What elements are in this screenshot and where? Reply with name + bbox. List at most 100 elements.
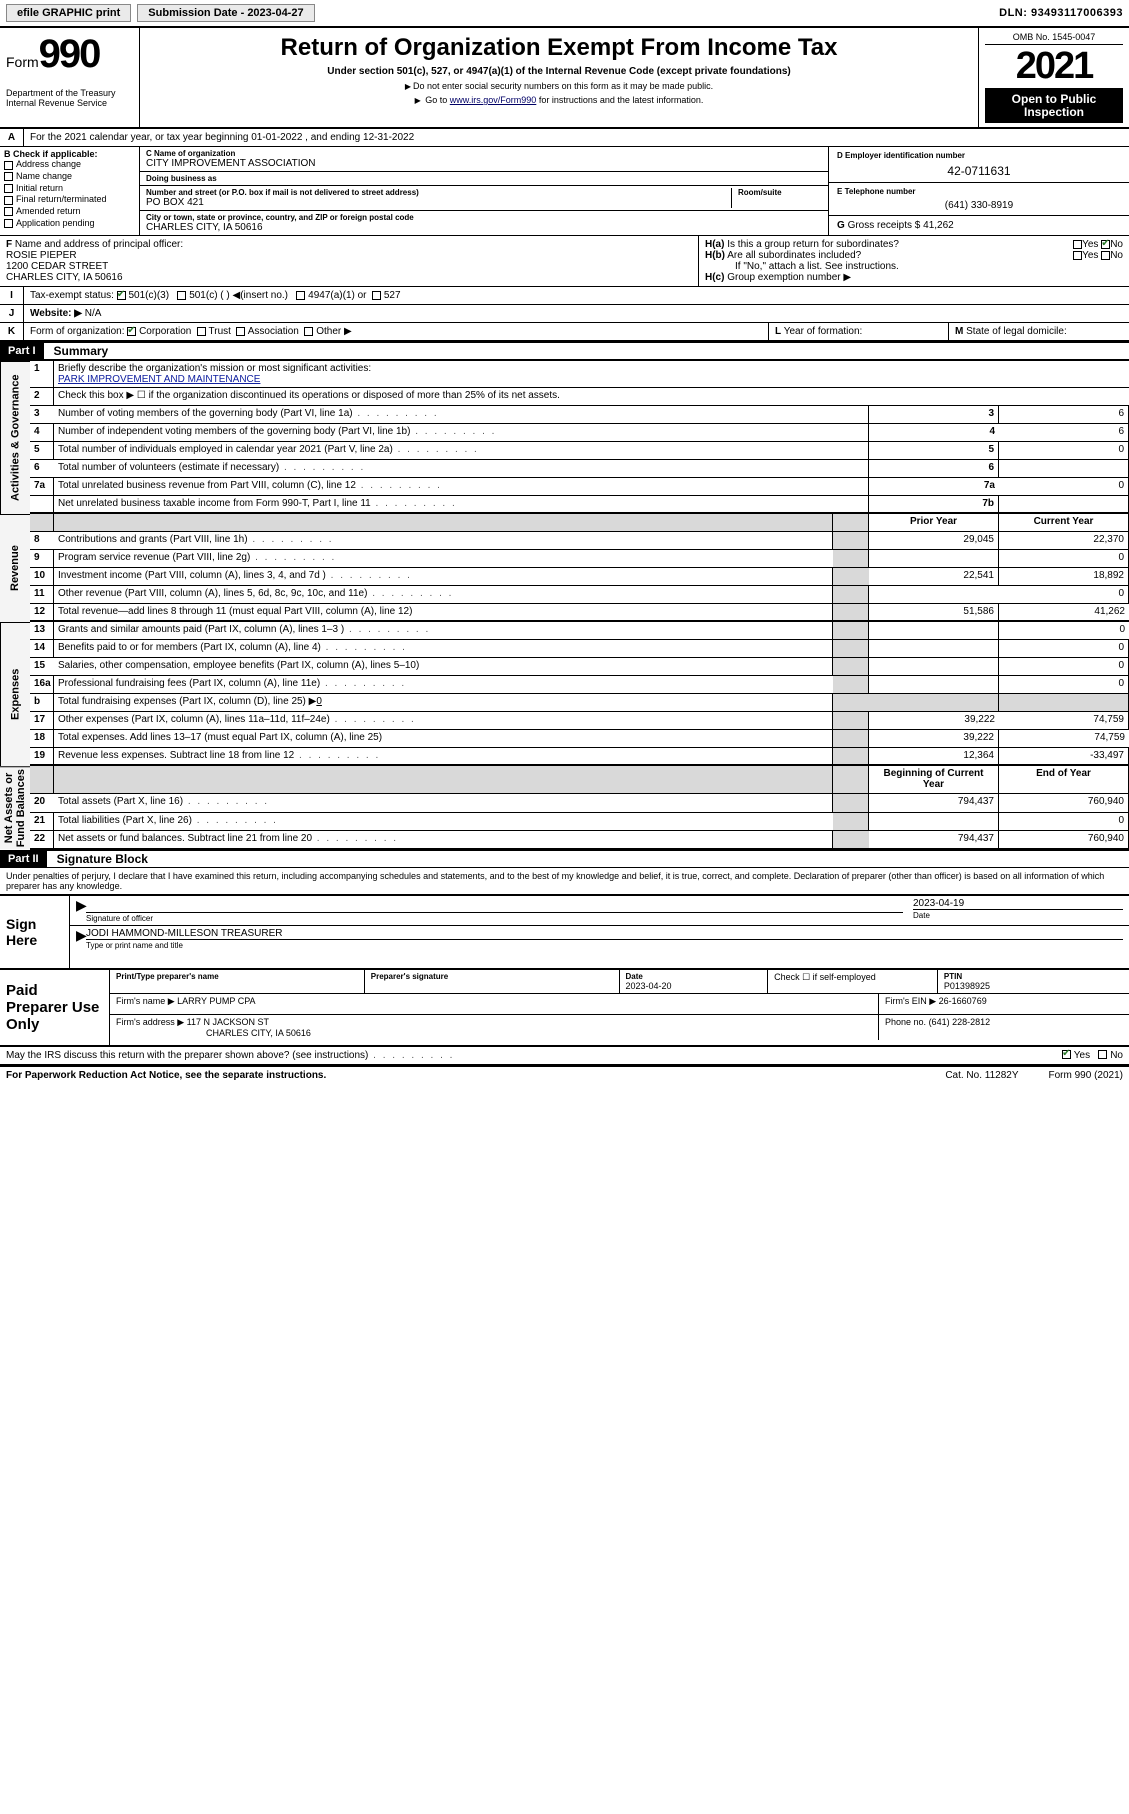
firm-addr-label: Firm's address ▶ [116,1017,184,1027]
i-527: 527 [384,290,401,301]
i-4947: 4947(a)(1) or [308,290,366,301]
checkbox-icon[interactable] [1101,251,1110,260]
checkbox-icon[interactable] [372,291,381,300]
firm-ein-label: Firm's EIN ▶ [885,996,936,1006]
form-subtitle: Under section 501(c), 527, or 4947(a)(1)… [146,66,972,77]
line-7b-ref: 7b [869,496,999,514]
prep-ptin-value: P01398925 [944,981,990,991]
checkbox-icon[interactable] [1101,240,1110,249]
officer-addr1: 1200 CEDAR STREET [6,261,108,272]
efile-print-button[interactable]: efile GRAPHIC print [6,4,131,22]
checkbox-icon[interactable] [197,327,206,336]
checkbox-icon[interactable] [1073,251,1082,260]
checkbox-icon[interactable] [1062,1050,1071,1059]
line-22-prior: 794,437 [869,831,999,850]
no-label: No [1110,239,1123,250]
no-label: No [1110,1050,1123,1061]
phone-value: (641) 330-8919 [837,200,1121,211]
sig-name-cell: JODI HAMMOND-MILLESON TREASURER Type or … [86,928,1123,950]
section-b-label: B Check if applicable: [4,149,135,159]
k-body: Form of organization: Corporation Trust … [24,323,769,340]
org-name-label: Name of organization [154,149,235,158]
line-1-body: Briefly describe the organization's miss… [54,361,1129,388]
form-label: Form [6,54,39,70]
k-corp: Corporation [139,326,191,337]
line-a-text: For the 2021 calendar year, or tax year … [24,129,1129,146]
chk-address-change[interactable]: Address change [4,159,135,171]
line-9-body: Program service revenue (Part VIII, line… [54,550,833,568]
goto-note: Go to www.irs.gov/Form990 for instructio… [146,95,972,105]
mission-text: PARK IMPROVEMENT AND MAINTENANCE [58,374,260,385]
j-body: Website: ▶ N/A [24,305,1129,322]
line-20-num: 20 [30,794,54,813]
chk-label: Amended return [16,206,81,218]
line-3-val: 6 [999,406,1129,424]
street-value: PO BOX 421 [146,197,725,208]
blank [833,676,869,694]
blank [54,514,833,532]
section-h: H(a) Is this a group return for subordin… [699,236,1129,286]
row-i: I Tax-exempt status: 501(c)(3) 501(c) ( … [0,287,1129,305]
checkbox-icon[interactable] [296,291,305,300]
line-18-prior: 39,222 [869,730,999,748]
form-meta-cell: OMB No. 1545-0047 2021 Open to Public In… [979,28,1129,127]
form-990: 990 [39,32,100,76]
irs-link[interactable]: www.irs.gov/Form990 [450,95,537,105]
line-4-num: 4 [30,424,54,442]
line-7b-body: Net unrelated business taxable income fr… [54,496,869,514]
sig-row-2: ▶ JODI HAMMOND-MILLESON TREASURER Type o… [70,926,1129,952]
line-19-num: 19 [30,748,54,766]
prep-row-1: Print/Type preparer's name Preparer's si… [110,970,1129,994]
f-label: Name and address of principal officer: [15,239,183,250]
line-9-num: 9 [30,550,54,568]
chk-amended[interactable]: Amended return [4,206,135,218]
chk-final-return[interactable]: Final return/terminated [4,194,135,206]
checkbox-icon [4,172,13,181]
b-hdr: Check if applicable: [13,149,98,159]
form-title: Return of Organization Exempt From Incom… [146,34,972,62]
checkbox-icon[interactable] [117,291,126,300]
hb-note: If "No," attach a list. See instructions… [705,261,1123,272]
line-2-num: 2 [30,388,54,406]
discuss-q: May the IRS discuss this return with the… [0,1047,949,1064]
sig-date-cell: 2023-04-19 Date [903,898,1123,923]
vlabel-governance: Activities & Governance [0,361,30,514]
i-501c: 501(c) ( ) ◀(insert no.) [189,290,288,301]
line-16b-num: b [30,694,54,712]
line-15-prior [869,658,999,676]
checkbox-icon[interactable] [236,327,245,336]
prep-sig-label: Preparer's signature [371,972,613,981]
blank [999,694,1129,712]
checkbox-icon[interactable] [1098,1050,1107,1059]
summary-grid: Activities & Governance 1 Briefly descri… [0,360,1129,849]
chk-name-change[interactable]: Name change [4,171,135,183]
dba-cell: Doing business as [140,172,828,186]
yes-label: Yes [1082,239,1098,250]
gross-cell: G Gross receipts $ 41,262 [829,216,1129,235]
line-4-ref: 4 [869,424,999,442]
prep-self-cell: Check ☐ if self-employed [768,970,938,993]
checkbox-icon[interactable] [304,327,313,336]
section-b: B Check if applicable: Address change Na… [0,147,140,235]
line-10-prior: 22,541 [869,568,999,586]
line-17-body: Other expenses (Part IX, column (A), lin… [54,712,833,730]
chk-label: Initial return [16,183,63,195]
officer-addr2: CHARLES CITY, IA 50616 [6,272,123,283]
checkbox-icon[interactable] [127,327,136,336]
chk-initial-return[interactable]: Initial return [4,183,135,195]
col-current-year: Current Year [999,514,1129,532]
sig-date-value: 2023-04-19 [913,898,1123,909]
m-label: State of legal domicile: [966,326,1067,337]
checkbox-icon[interactable] [177,291,186,300]
line-3-num: 3 [30,406,54,424]
line-20-body: Total assets (Part X, line 16) [54,794,833,813]
i-label: Tax-exempt status: [30,290,114,301]
checkbox-icon[interactable] [1073,240,1082,249]
officer-printed-name: JODI HAMMOND-MILLESON TREASURER [86,928,1123,939]
part-ii-title: Signature Block [57,852,148,866]
prep-date-cell: Date2023-04-20 [620,970,769,993]
line-8-curr: 22,370 [999,532,1129,550]
chk-app-pending[interactable]: Application pending [4,218,135,230]
checkbox-icon [4,184,13,193]
type-name-label: Type or print name and title [86,939,1123,950]
